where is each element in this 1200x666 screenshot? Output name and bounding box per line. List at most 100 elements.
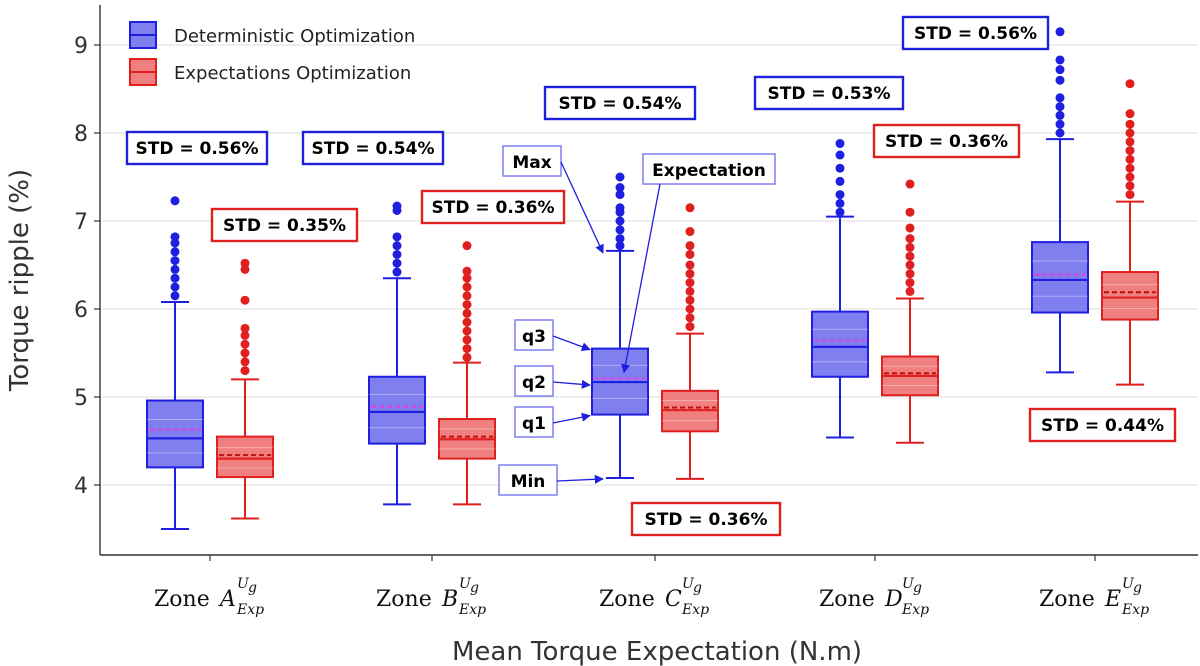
x-category-superscript: U <box>902 576 915 592</box>
x-category-subscript: Exp <box>1121 602 1149 618</box>
x-category-label: Zone DU g Exp <box>819 576 929 618</box>
annotation-max: Max <box>502 145 604 254</box>
annotation-box <box>502 145 562 177</box>
outlier-point <box>240 339 250 349</box>
outlier-point <box>685 295 695 305</box>
x-category-letter: C <box>665 587 682 612</box>
annotation-min: Min <box>498 464 604 496</box>
iqr-box <box>1031 241 1089 314</box>
outlier-point <box>1055 93 1065 103</box>
y-axis-title: Torque ripple (%) <box>5 169 35 392</box>
annotation-arrow <box>552 335 591 352</box>
legend: Deterministic Optimization Expectations O… <box>129 21 415 86</box>
annotation-label: Expectation <box>652 161 766 181</box>
outlier-point <box>615 234 625 244</box>
outlier-point <box>1125 128 1135 138</box>
outlier-point <box>685 304 695 314</box>
x-category-subscript: Exp <box>901 602 929 618</box>
outlier-point <box>835 198 845 208</box>
outlier-point <box>1125 79 1135 89</box>
outlier-point <box>905 260 915 270</box>
outlier-point <box>615 225 625 235</box>
outlier-point <box>1055 119 1065 129</box>
x-category-superscript-sub: g <box>693 580 702 596</box>
x-category-prefix: Zone <box>1039 587 1095 612</box>
annotation-label: Max <box>512 153 551 173</box>
outlier-point <box>170 264 180 274</box>
x-category-label: Zone AU g Exp <box>154 576 264 618</box>
std-label-box <box>901 15 1050 51</box>
x-category-prefix: Zone <box>154 587 210 612</box>
series-deterministic <box>146 27 1089 530</box>
x-category-superscript-sub: g <box>470 580 479 596</box>
outlier-point <box>462 335 472 345</box>
std-label-text: STD = 0.36% <box>644 510 767 530</box>
iqr-box <box>1101 271 1159 321</box>
outlier-point <box>685 203 695 213</box>
outlier-point <box>462 352 472 362</box>
y-tick-label: 5 <box>74 386 88 411</box>
x-category-letter: E <box>1104 587 1121 612</box>
outlier-point <box>240 295 250 305</box>
std-label-box <box>125 130 269 166</box>
outlier-point <box>905 278 915 288</box>
outlier-point <box>685 269 695 279</box>
std-label: STD = 0.56% <box>901 15 1050 51</box>
std-label-text: STD = 0.54% <box>558 94 681 114</box>
outlier-point <box>170 247 180 257</box>
annotation-median: q2 <box>514 365 591 397</box>
annotation-label: q3 <box>522 327 546 347</box>
outlier-point <box>392 249 402 259</box>
std-label-text: STD = 0.54% <box>311 139 434 159</box>
outlier-point <box>170 282 180 292</box>
outlier-point <box>392 201 402 211</box>
annotation-label: q1 <box>522 414 546 434</box>
box-series <box>146 27 1159 530</box>
annotation-box <box>498 464 558 496</box>
y-tick-label: 7 <box>74 210 88 235</box>
box-e <box>1101 79 1159 386</box>
outlier-point <box>240 258 250 268</box>
outlier-point <box>835 150 845 160</box>
x-category-superscript-sub: g <box>248 580 257 596</box>
outlier-point <box>905 269 915 279</box>
annotation-mean: Expectation <box>621 153 776 374</box>
outlier-point <box>1055 102 1065 112</box>
x-category-prefix: Zone <box>599 587 655 612</box>
outlier-point <box>835 190 845 200</box>
outlier-point <box>1055 75 1065 85</box>
outlier-point <box>462 291 472 301</box>
outlier-point <box>240 330 250 340</box>
outlier-point <box>835 163 845 173</box>
box-c <box>661 203 719 480</box>
annotation-box <box>514 319 554 351</box>
outlier-point <box>170 256 180 266</box>
std-label: STD = 0.36% <box>420 189 566 225</box>
iqr-box <box>811 310 869 378</box>
box-e <box>1031 27 1089 374</box>
outlier-point <box>170 238 180 248</box>
outlier-point <box>685 227 695 237</box>
outlier-point <box>1055 27 1065 37</box>
std-label-box <box>420 189 566 225</box>
x-category-superscript: U <box>682 576 695 592</box>
y-tick-label: 9 <box>74 34 88 59</box>
outlier-point <box>905 242 915 252</box>
x-category-label: Zone BU g Exp <box>376 576 486 618</box>
outlier-point <box>240 366 250 376</box>
x-category-prefix: Zone <box>376 587 432 612</box>
outlier-point <box>835 176 845 186</box>
outlier-point <box>240 348 250 358</box>
annotation-label: Min <box>511 472 546 492</box>
outlier-point <box>462 241 472 251</box>
y-tick-label: 6 <box>74 298 88 323</box>
annotation-q1: q1 <box>514 406 591 438</box>
x-category-superscript-sub: g <box>1133 580 1142 596</box>
outlier-point <box>685 322 695 332</box>
outlier-point <box>392 232 402 242</box>
box-b <box>438 241 496 506</box>
iqr-box <box>368 375 426 445</box>
outlier-point <box>1055 65 1065 75</box>
x-category-superscript: U <box>237 576 250 592</box>
annotations: Max Expectation q3 q2 q1 Min <box>498 145 776 496</box>
